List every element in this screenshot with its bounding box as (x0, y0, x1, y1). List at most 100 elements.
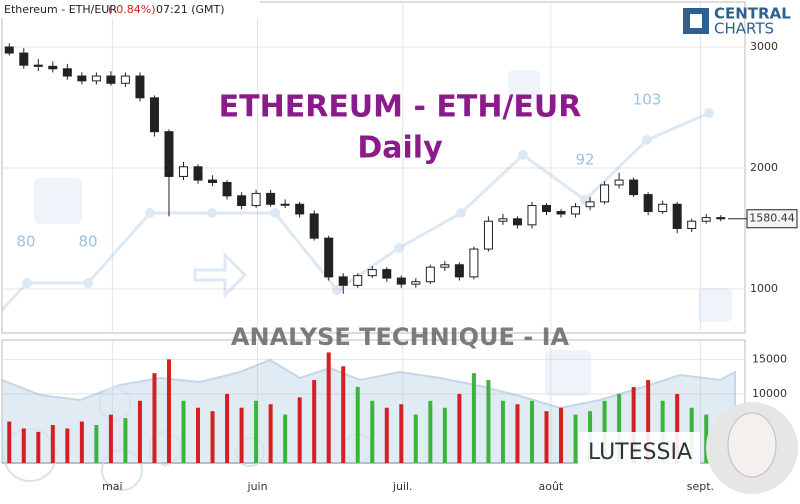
volume-bar (370, 400, 375, 463)
candle-body (716, 217, 726, 220)
volume-bar (704, 414, 709, 463)
volume-bar (442, 407, 447, 463)
candle-body (411, 281, 421, 285)
candle-body (542, 204, 551, 213)
volume-bar (21, 428, 26, 463)
candle-body (629, 179, 639, 196)
volume-bar (210, 411, 215, 463)
x-tick-label: août (538, 480, 563, 493)
analysis-label: ANALYSE TECHNIQUE - IA (231, 323, 570, 351)
y-tick-label: 1000 (750, 282, 778, 295)
volume-bar (166, 359, 171, 463)
candle-body (614, 179, 624, 186)
ia-score: 92 (575, 151, 594, 169)
volume-bar (326, 352, 331, 463)
volume-bar (457, 393, 462, 463)
candle-body (512, 218, 522, 226)
logo-mark-inner (690, 14, 702, 28)
time: 07:21 (GMT) (156, 3, 225, 16)
volume-bar (254, 400, 259, 463)
volume-bar (500, 400, 505, 463)
candle-body (149, 97, 159, 133)
candle-body (672, 203, 682, 229)
volume-bar (515, 404, 520, 463)
candle-body (338, 276, 348, 286)
candle-body (527, 204, 537, 226)
volume-bar (529, 400, 534, 463)
x-tick-label: juil. (392, 480, 413, 493)
ia-score: 103 (633, 91, 662, 109)
volume-bar (7, 421, 12, 463)
volume-bar (152, 373, 157, 463)
last-price-label: 1580.44 (749, 212, 795, 225)
candle-body (556, 211, 566, 215)
volume-bar (123, 418, 128, 463)
y-tick-label: 2000 (750, 161, 778, 174)
volume-bar (196, 407, 201, 463)
candle-body (222, 182, 232, 197)
candle-body (33, 64, 43, 67)
volume-bar (50, 424, 55, 463)
marks (4, 43, 726, 463)
chart-subtitle: Daily (357, 131, 443, 166)
candle-body (251, 192, 261, 206)
candle-body (48, 65, 58, 70)
candle-body (19, 52, 29, 66)
candle-body (571, 206, 581, 215)
volume-bar (617, 393, 622, 463)
volume-bar (137, 400, 142, 463)
volume-bar (675, 393, 680, 463)
candle-body (701, 217, 711, 222)
volume-bar (631, 386, 636, 463)
candle-body (208, 179, 218, 184)
x-tick-label: mai (102, 480, 123, 493)
candle-body (687, 220, 697, 229)
y-tick-label: 15000 (752, 352, 787, 365)
icon-trend (698, 288, 732, 322)
candle-body (280, 203, 290, 206)
volume-bar (225, 393, 230, 463)
volume-bar (646, 380, 651, 463)
candle-body (62, 68, 72, 77)
candle-body (658, 203, 668, 213)
candle-body (454, 264, 464, 278)
volume-bar (108, 414, 113, 463)
x-tick-label: sept. (687, 480, 714, 493)
candle-body (498, 218, 508, 222)
candle-body (309, 213, 319, 239)
candle-body (600, 184, 610, 203)
icon-chart (34, 178, 82, 224)
candle-body (382, 269, 392, 279)
candle-body (396, 277, 406, 285)
logo-text: CHARTS (714, 20, 774, 38)
candle-body (425, 266, 435, 283)
volume-bar (486, 380, 491, 463)
icon-doc (545, 350, 591, 396)
ia-score: 80 (16, 233, 35, 251)
candle-body (266, 192, 276, 205)
candle-body (295, 203, 305, 215)
volume-bar (428, 400, 433, 463)
volume-bar (602, 400, 607, 463)
candle-body (324, 237, 334, 278)
candle-body (164, 131, 174, 177)
volume-bar (471, 373, 476, 463)
candle-body (193, 166, 203, 181)
brand: LUTESSIA (588, 440, 692, 465)
candle-body (469, 248, 479, 278)
candle-body (91, 75, 101, 82)
x-tick-label: juin (247, 480, 268, 493)
candle-body (237, 195, 247, 206)
volume-bar (660, 400, 665, 463)
volume-bar (297, 397, 302, 463)
candle-body (120, 75, 130, 84)
candle-body (367, 269, 377, 277)
volume-bar (283, 414, 288, 463)
candle-body (585, 201, 595, 208)
volume-bar (413, 414, 418, 463)
candle-body (643, 194, 653, 213)
avatar-face (727, 412, 777, 478)
volume-bar (181, 400, 186, 463)
chart-title: ETHEREUM - ETH/EUR (219, 90, 582, 125)
